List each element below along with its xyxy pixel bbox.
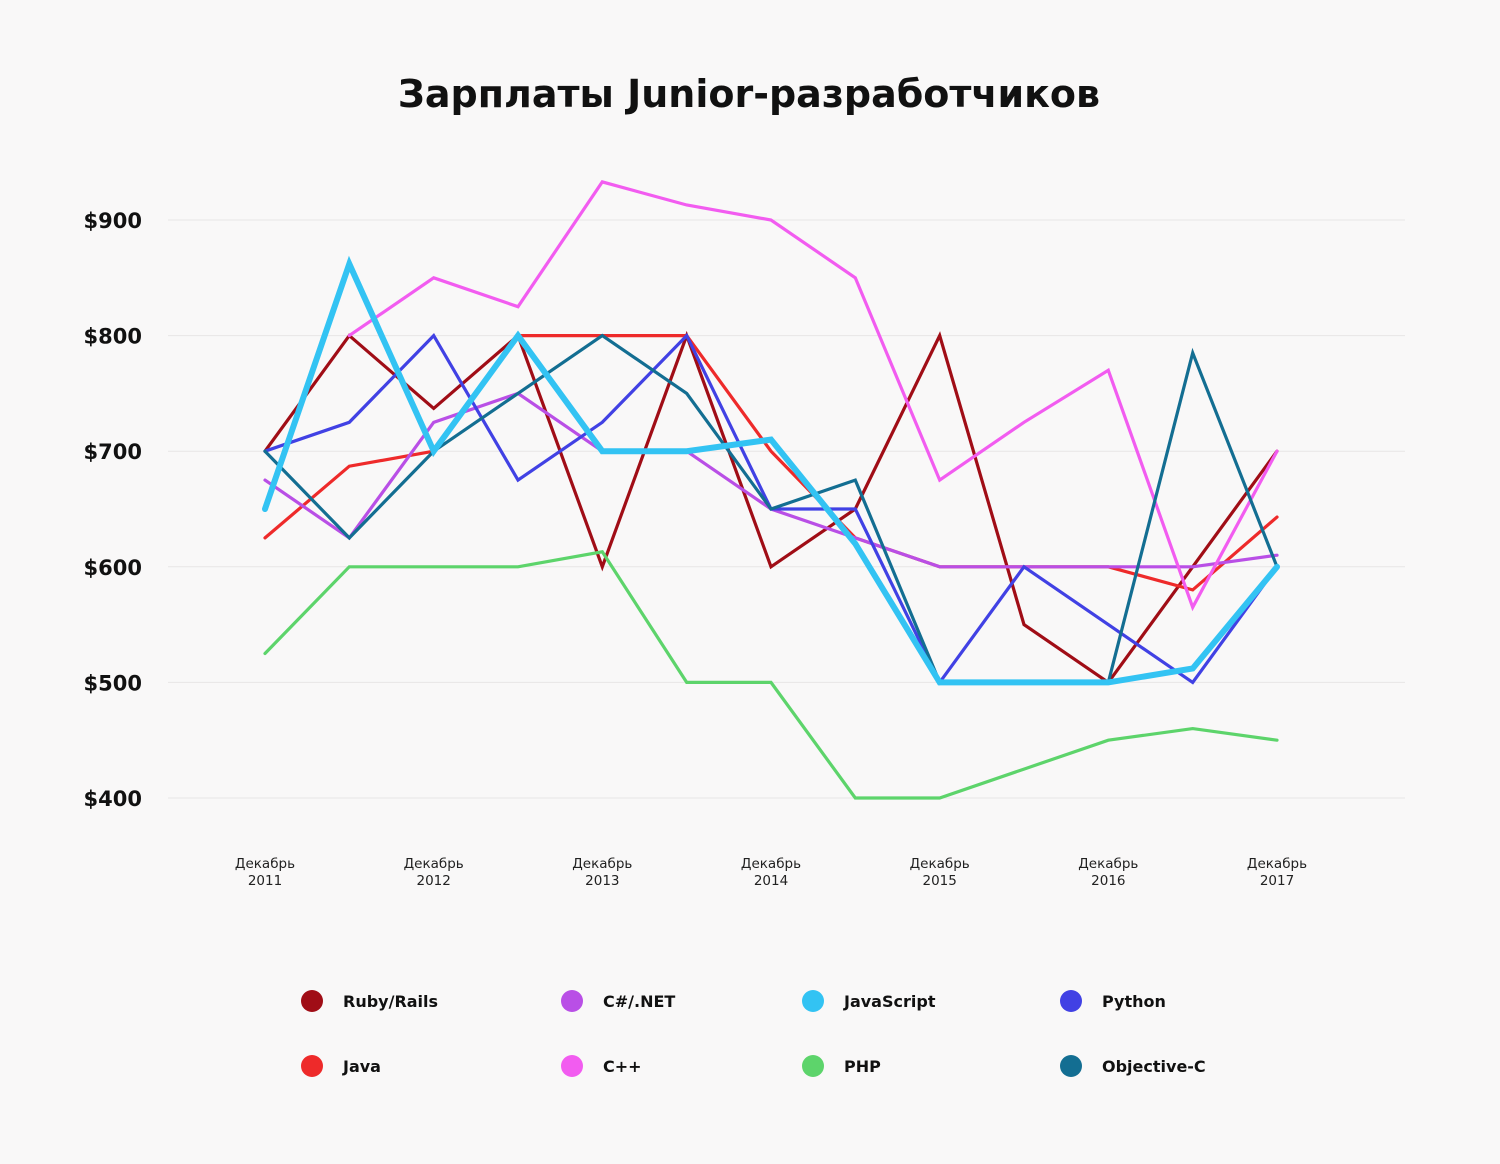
legend-marker <box>802 1055 824 1077</box>
legend-label: PHP <box>844 1057 881 1076</box>
legend-item-c-net: C#/.NET <box>561 990 675 1012</box>
legend-marker <box>561 1055 583 1077</box>
x-axis-ticks: Декабрь 2011 Декабрь 2012 Декабрь 2013 Декабрь… <box>235 856 1307 889</box>
series-line-c <box>347 180 1279 612</box>
y-tick-label: $600 <box>84 556 142 580</box>
x-tick-label: Декабрь 2012 <box>404 856 464 889</box>
legend-item-java: Java <box>301 1055 381 1077</box>
y-axis-ticks: $900 $800 $700 $600 $500 $400 <box>84 209 142 811</box>
x-tick-label: Декабрь 2016 <box>1078 856 1138 889</box>
legend-marker <box>301 1055 323 1077</box>
legend-marker <box>561 990 583 1012</box>
series-line-objective-c <box>263 333 1279 685</box>
legend-item-ruby-rails: Ruby/Rails <box>301 990 438 1012</box>
legend-item-python: Python <box>1060 990 1166 1012</box>
x-tick-label: Декабрь 2017 <box>1247 856 1307 889</box>
legend-marker <box>1060 990 1082 1012</box>
legend-label: C++ <box>603 1057 642 1076</box>
legend-label: Java <box>342 1057 381 1076</box>
legend-label: Ruby/Rails <box>343 992 438 1011</box>
series-lines <box>262 180 1280 800</box>
series-line-java <box>263 334 1279 592</box>
legend-marker <box>301 990 323 1012</box>
series-line-javascript <box>262 255 1280 686</box>
legend: Ruby/Rails C#/.NET JavaScript Python Java C++… <box>301 990 1206 1077</box>
legend-label: JavaScript <box>843 992 936 1011</box>
series-line-php <box>263 550 1279 800</box>
legend-item-objective-c: Objective-C <box>1060 1055 1206 1077</box>
legend-item-c: C++ <box>561 1055 642 1077</box>
legend-item-javascript: JavaScript <box>802 990 936 1012</box>
chart-title: Зарплаты Junior-разработчиков <box>398 72 1100 116</box>
legend-marker <box>1060 1055 1082 1077</box>
legend-label: C#/.NET <box>603 992 675 1011</box>
x-tick-label: Декабрь 2014 <box>741 856 801 889</box>
y-tick-label: $800 <box>84 325 142 349</box>
legend-label: Objective-C <box>1102 1057 1206 1076</box>
y-tick-label: $900 <box>84 209 142 233</box>
y-tick-label: $700 <box>84 440 142 464</box>
x-tick-label: Декабрь 2013 <box>572 856 632 889</box>
legend-item-php: PHP <box>802 1055 881 1077</box>
legend-marker <box>802 990 824 1012</box>
x-tick-label: Декабрь 2011 <box>235 856 295 889</box>
legend-label: Python <box>1102 992 1166 1011</box>
x-tick-label: Декабрь 2015 <box>910 856 970 889</box>
y-tick-label: $500 <box>84 671 142 695</box>
y-tick-label: $400 <box>84 787 142 811</box>
